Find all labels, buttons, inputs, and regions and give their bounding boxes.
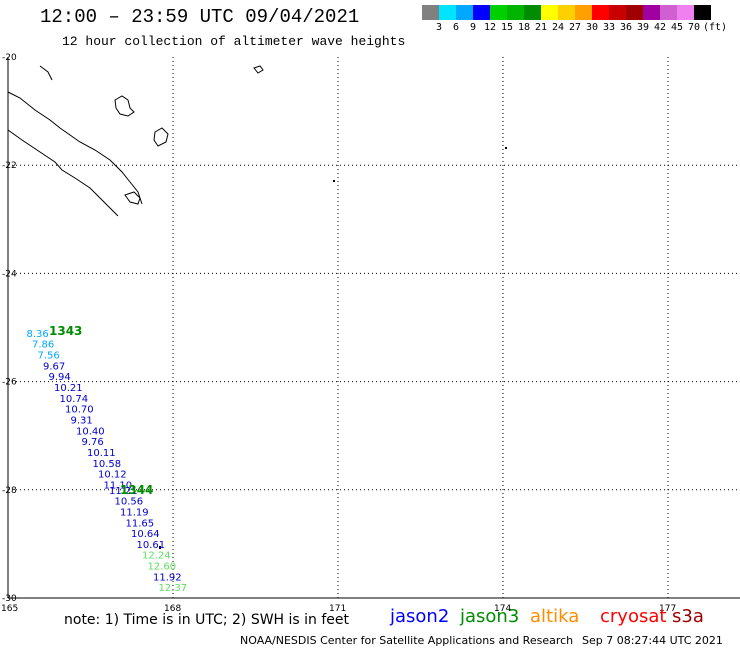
legend-label: 70 (687, 22, 701, 33)
legend-swatches (422, 5, 728, 20)
longitude-label: 165 (1, 604, 18, 614)
legend-label: 9 (469, 22, 477, 33)
swh-value: 7.86 (32, 340, 54, 351)
track-time-label: 1344 (120, 483, 153, 497)
swh-value: 10.70 (65, 405, 94, 416)
legend-swatch (677, 5, 694, 20)
map-subtitle: 12 hour collection of altimeter wave hei… (62, 34, 406, 49)
legend-swatch (490, 5, 507, 20)
generated-timestamp: Sep 7 08:27:44 UTC 2021 (582, 634, 723, 647)
swh-value: 11.10 (104, 480, 133, 491)
swh-value: 11.92 (153, 572, 182, 583)
swh-value: 10.61 (137, 540, 166, 551)
longitude-label: 168 (164, 604, 181, 614)
legend-label: 24 (551, 22, 565, 33)
isle-of-pines (124, 191, 141, 205)
swh-value: 8.36 (27, 329, 49, 340)
satellite-s3a: s3a (672, 606, 704, 627)
swh-value: 9.76 (82, 437, 104, 448)
lat-lon-grid (7, 57, 740, 599)
legend-swatch (694, 5, 711, 20)
legend-label: 12 (483, 22, 497, 33)
legend-label: (ft) (702, 22, 728, 33)
legend-swatch (422, 5, 439, 20)
legend-swatch (609, 5, 626, 20)
legend-label: 45 (670, 22, 684, 33)
legend-swatch (592, 5, 609, 20)
units-note: note: 1) Time is in UTC; 2) SWH is in fe… (64, 612, 350, 628)
legend-label: 39 (636, 22, 650, 33)
swh-value: 9.94 (49, 372, 71, 383)
swh-value: 10.12 (98, 470, 127, 481)
map-title: 12:00 – 23:59 UTC 09/04/2021 (40, 6, 360, 28)
swh-value: 10.74 (60, 394, 89, 405)
longitude-label: 174 (494, 604, 511, 614)
small-island (253, 65, 264, 74)
legend-labels: 3 6 9 12 15 18 21 24 27 30 33 36 39 42 45 70 (ft) (422, 20, 728, 34)
legend-swatch (473, 5, 490, 20)
swh-value: 12.24 (142, 551, 171, 562)
swh-value: 10.21 (54, 383, 83, 394)
legend-swatch (660, 5, 677, 20)
legend-swatch (439, 5, 456, 20)
legend-swatch (507, 5, 524, 20)
swh-value: 10.56 (115, 497, 144, 508)
legend-swatch (541, 5, 558, 20)
legend-label: 33 (602, 22, 616, 33)
wave-height-legend: 3 6 9 12 15 18 21 24 27 30 33 36 39 42 45 70 (ft) (422, 5, 728, 37)
legend-label: 27 (568, 22, 582, 33)
swh-value: 10.64 (131, 529, 160, 540)
latitude-label: -28 (2, 486, 17, 496)
legend-label: 42 (653, 22, 667, 33)
island-marker (333, 180, 335, 182)
track-time-label: 1343 (49, 324, 82, 338)
swh-value: 10.40 (76, 426, 105, 437)
swh-value: 12.60 (148, 562, 177, 573)
legend-swatch (558, 5, 575, 20)
swh-value: 7.56 (38, 351, 60, 362)
legend-label: 18 (517, 22, 531, 33)
legend-label: 36 (619, 22, 633, 33)
legend-swatch (456, 5, 473, 20)
satellite-jason3: jason3 (460, 606, 520, 627)
loyalty-island (114, 95, 135, 117)
satellite-cryosat: cryosat (600, 606, 667, 627)
latitude-label: -30 (2, 594, 17, 604)
legend-swatch (626, 5, 643, 20)
legend-label: 3 (435, 22, 443, 33)
swh-value: 10.11 (87, 448, 116, 459)
legend-label: 30 (585, 22, 599, 33)
swh-value: 11.21 (109, 486, 138, 497)
island-marker (159, 546, 161, 549)
coastlines (7, 65, 264, 217)
new-caledonia-coastline-inner (7, 129, 119, 217)
longitude-label: 171 (329, 604, 346, 614)
credit-text: NOAA/NESDIS Center for Satellite Applica… (240, 634, 574, 647)
legend-label: 6 (452, 22, 460, 33)
latitude-label: -20 (2, 53, 17, 63)
legend-label: 15 (500, 22, 514, 33)
legend-label: 21 (534, 22, 548, 33)
new-caledonia-coastline (7, 91, 143, 205)
loyalty-island-2 (153, 127, 169, 147)
swh-value: 10.58 (93, 459, 122, 470)
legend-swatch (575, 5, 592, 20)
satellite-jason2: jason2 (390, 606, 450, 627)
longitude-label: 177 (659, 604, 676, 614)
latitude-label: -24 (2, 269, 17, 279)
swh-value: 11.19 (120, 507, 149, 518)
swh-value: 12.37 (159, 583, 188, 594)
swh-value: 9.67 (43, 361, 65, 372)
swh-value: 9.31 (71, 415, 93, 426)
legend-swatch (524, 5, 541, 20)
island-marker (505, 147, 507, 149)
satellite-altika: altika (530, 606, 580, 627)
latitude-label: -26 (2, 378, 17, 388)
latitude-label: -22 (2, 161, 17, 171)
swh-value: 11.65 (126, 518, 155, 529)
legend-swatch (643, 5, 660, 20)
new-caledonia-north (39, 65, 53, 81)
